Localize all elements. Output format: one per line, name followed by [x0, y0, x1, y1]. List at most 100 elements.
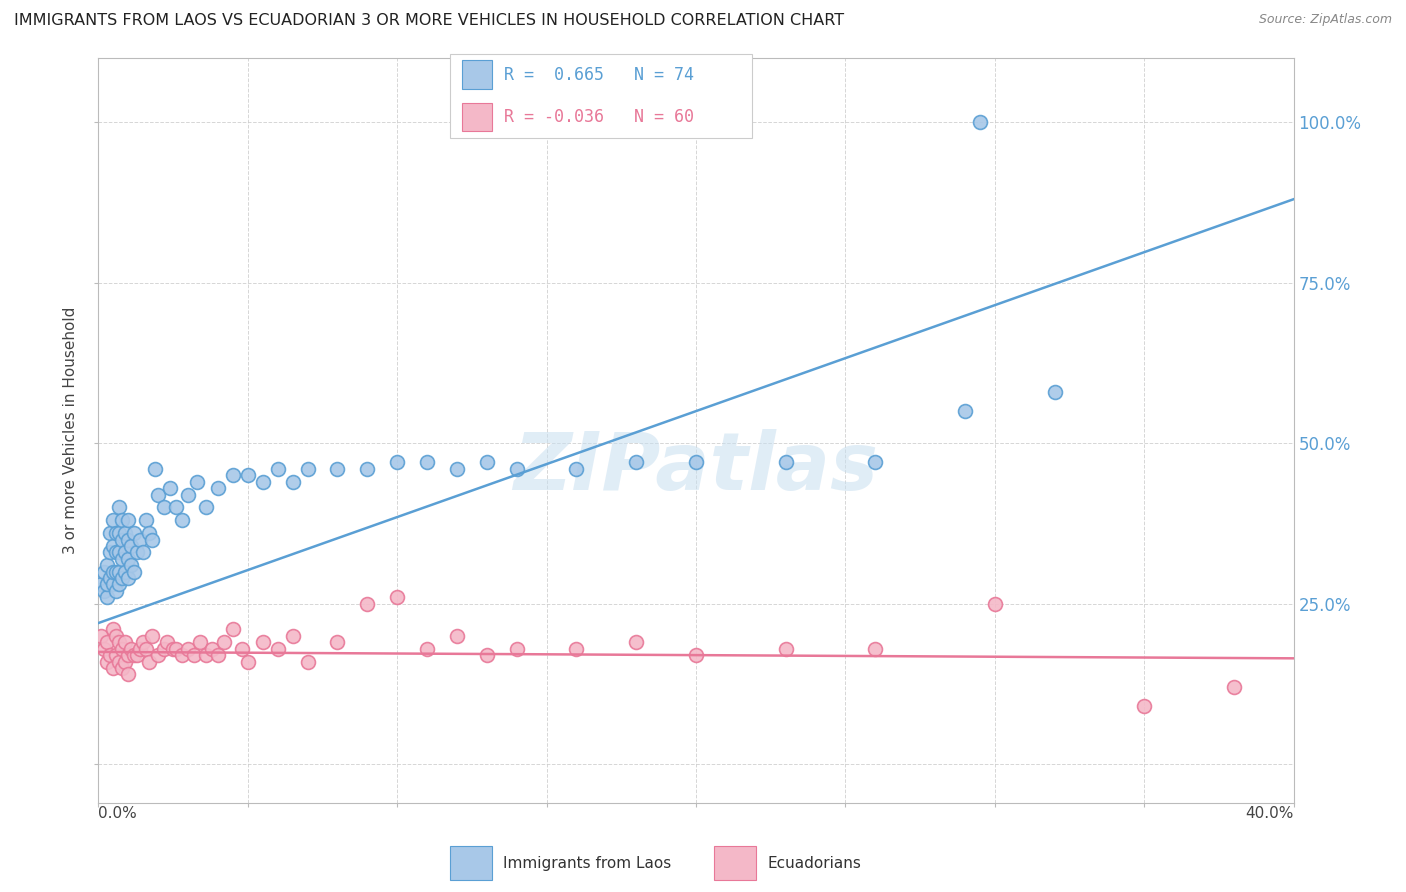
- Y-axis label: 3 or more Vehicles in Household: 3 or more Vehicles in Household: [63, 307, 79, 554]
- Point: [114, 655, 136, 669]
- Point: [108, 635, 131, 649]
- Point: [114, 526, 136, 541]
- Point: [297, 655, 319, 669]
- Point: [565, 462, 588, 476]
- Point: [114, 565, 136, 579]
- Text: IMMIGRANTS FROM LAOS VS ECUADORIAN 3 OR MORE VEHICLES IN HOUSEHOLD CORRELATION C: IMMIGRANTS FROM LAOS VS ECUADORIAN 3 OR …: [14, 13, 844, 29]
- Point: [103, 623, 125, 637]
- Point: [120, 558, 142, 573]
- Text: 40.0%: 40.0%: [1246, 806, 1294, 821]
- Point: [207, 648, 229, 662]
- Point: [93, 565, 115, 579]
- Point: [108, 500, 131, 515]
- Point: [117, 667, 139, 681]
- Point: [129, 533, 152, 547]
- Point: [96, 558, 118, 573]
- Point: [186, 475, 208, 489]
- Point: [129, 641, 152, 656]
- Point: [135, 513, 157, 527]
- Text: ZIPatlas: ZIPatlas: [513, 429, 879, 507]
- Point: [416, 455, 439, 469]
- Point: [111, 571, 134, 585]
- Point: [1133, 699, 1156, 714]
- Point: [124, 565, 146, 579]
- Point: [117, 551, 139, 566]
- Point: [111, 533, 134, 547]
- Point: [162, 641, 184, 656]
- Point: [685, 648, 707, 662]
- Point: [98, 648, 122, 662]
- Point: [93, 583, 115, 598]
- Point: [165, 500, 187, 515]
- Point: [177, 487, 200, 501]
- Point: [775, 641, 797, 656]
- Point: [117, 648, 139, 662]
- Point: [267, 462, 290, 476]
- Point: [236, 655, 259, 669]
- Point: [98, 526, 122, 541]
- Point: [108, 655, 131, 669]
- Point: [141, 629, 163, 643]
- Point: [475, 455, 498, 469]
- Point: [105, 526, 128, 541]
- Point: [195, 500, 218, 515]
- Point: [207, 481, 229, 495]
- Point: [127, 545, 149, 559]
- Point: [356, 597, 378, 611]
- FancyBboxPatch shape: [450, 54, 752, 138]
- Point: [108, 565, 131, 579]
- Text: Ecuadorians: Ecuadorians: [768, 855, 862, 871]
- Point: [132, 545, 155, 559]
- FancyBboxPatch shape: [450, 846, 492, 880]
- Point: [96, 655, 118, 669]
- Point: [969, 115, 991, 129]
- Point: [506, 641, 529, 656]
- Point: [124, 526, 146, 541]
- Point: [195, 648, 218, 662]
- Text: 0.0%: 0.0%: [98, 806, 138, 821]
- Point: [865, 455, 887, 469]
- Point: [356, 462, 378, 476]
- Point: [114, 545, 136, 559]
- Point: [236, 468, 259, 483]
- Point: [124, 648, 146, 662]
- Point: [138, 526, 160, 541]
- Point: [297, 462, 319, 476]
- Point: [105, 648, 128, 662]
- Point: [108, 526, 131, 541]
- Point: [385, 455, 409, 469]
- Point: [96, 591, 118, 605]
- Point: [111, 551, 134, 566]
- Text: Immigrants from Laos: Immigrants from Laos: [503, 855, 672, 871]
- Point: [326, 462, 349, 476]
- Point: [108, 577, 131, 591]
- Text: R = -0.036   N = 60: R = -0.036 N = 60: [505, 108, 695, 126]
- Point: [865, 641, 887, 656]
- Point: [953, 404, 976, 418]
- Point: [222, 623, 245, 637]
- Point: [153, 500, 176, 515]
- Point: [281, 475, 304, 489]
- Point: [231, 641, 253, 656]
- Point: [93, 641, 115, 656]
- Point: [148, 648, 170, 662]
- Point: [326, 635, 349, 649]
- Point: [212, 635, 235, 649]
- Point: [201, 641, 224, 656]
- Point: [984, 597, 1007, 611]
- Point: [267, 641, 290, 656]
- Point: [252, 475, 274, 489]
- Point: [153, 641, 176, 656]
- Point: [96, 635, 118, 649]
- Point: [108, 545, 131, 559]
- Point: [103, 565, 125, 579]
- Point: [416, 641, 439, 656]
- Point: [148, 487, 170, 501]
- Point: [117, 571, 139, 585]
- Point: [135, 641, 157, 656]
- Point: [132, 635, 155, 649]
- Point: [252, 635, 274, 649]
- Point: [111, 661, 134, 675]
- Point: [111, 641, 134, 656]
- Point: [775, 455, 797, 469]
